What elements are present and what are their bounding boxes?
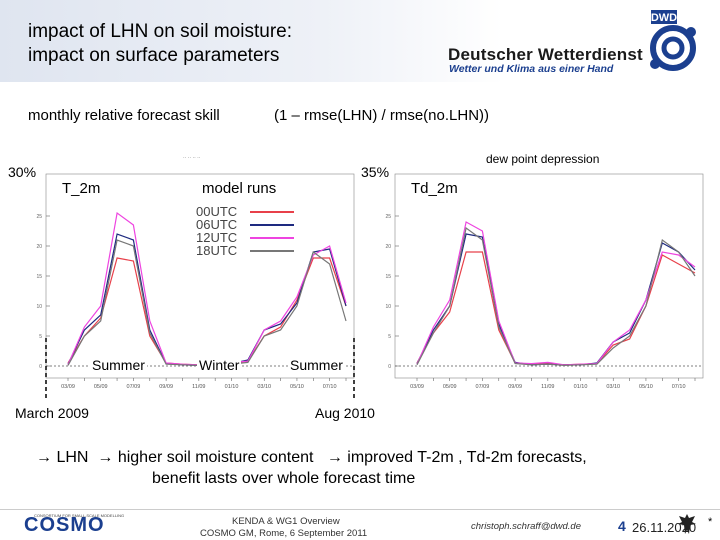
season-summer-2: Summer xyxy=(288,357,345,373)
x-tick-label: 03/10 xyxy=(257,384,271,390)
legend-item: 12UTC xyxy=(196,230,294,245)
legend-swatch xyxy=(250,210,294,213)
x-tick-label: 11/09 xyxy=(541,384,554,390)
legend-label: 12UTC xyxy=(196,230,238,245)
y-tick-label: 10 xyxy=(385,304,391,310)
x-tick-label: 03/10 xyxy=(606,384,620,390)
conclusion-line-2: benefit lasts over whole forecast time xyxy=(152,470,416,487)
conclusion-lhn: LHN xyxy=(56,449,89,466)
legend-label: 06UTC xyxy=(196,217,238,232)
season-summer-1: Summer xyxy=(90,357,147,373)
x-tick-label: 01/10 xyxy=(225,384,239,390)
x-tick-label: 05/09 xyxy=(443,384,457,390)
legend-item: 00UTC xyxy=(196,204,294,219)
x-tick-label: 01/10 xyxy=(574,384,588,390)
model-runs-label: model runs xyxy=(202,180,277,197)
header-band xyxy=(0,0,720,82)
arrow-icon: → xyxy=(97,449,114,466)
conclusion: → LHN → higher soil moisture content → i… xyxy=(36,447,587,489)
legend-label: 00UTC xyxy=(196,204,238,219)
legend-item: 18UTC xyxy=(196,243,294,258)
y-tick-label: 5 xyxy=(388,334,391,340)
y-tick-label: 10 xyxy=(36,304,42,310)
page-number: 4 xyxy=(618,518,626,534)
y-tick-label: 25 xyxy=(385,214,391,220)
footer-divider xyxy=(0,509,720,510)
footer-star: * xyxy=(708,516,713,528)
legend-swatch xyxy=(250,236,294,239)
legend: 00UTC 06UTC 12UTC 18UTC xyxy=(196,204,294,258)
x-tick-label: 05/10 xyxy=(290,384,304,390)
x-tick-label: 03/09 xyxy=(410,384,424,390)
right-percent-label: 35% xyxy=(361,164,390,180)
charts-svg: 0 5 10 15 20 25 03/09 05/09 07/09 09/09 11/09 01/10… xyxy=(36,173,704,400)
x-tick-label: 07/09 xyxy=(127,384,141,390)
x-tick-label: 07/10 xyxy=(323,384,337,390)
series-line-18utc xyxy=(416,226,696,367)
dwd-org-name: Deutscher Wetterdienst xyxy=(448,45,643,64)
td2m-label: Td_2m xyxy=(411,180,458,197)
x-tick-label: 03/09 xyxy=(61,384,75,390)
x-tick-label: 05/09 xyxy=(94,384,108,390)
footer-line-1: KENDA & WG1 Overview xyxy=(232,516,340,527)
y-tick-label: 25 xyxy=(36,214,42,220)
conclusion-line-1: → LHN → higher soil moisture content → i… xyxy=(36,447,587,468)
start-date-label: March 2009 xyxy=(15,405,89,421)
y-tick-label: 15 xyxy=(385,274,391,280)
legend-label: 18UTC xyxy=(196,243,238,258)
y-tick-label: 0 xyxy=(388,364,391,370)
series-line-06utc xyxy=(416,233,696,366)
y-tick-label: 20 xyxy=(36,244,42,250)
t2m-label: T_2m xyxy=(62,180,101,197)
series-line-18utc xyxy=(67,239,347,367)
x-tick-label: 11/09 xyxy=(192,384,205,390)
conclusion-soil: higher soil moisture content xyxy=(117,449,314,466)
conclusion-improved: improved T-2m , Td-2m forecasts, xyxy=(347,449,587,466)
y-tick-label: 15 xyxy=(36,274,42,280)
y-tick-label: 20 xyxy=(385,244,391,250)
x-tick-label: 09/09 xyxy=(508,384,522,390)
y-tick-label: 0 xyxy=(39,364,42,370)
arrow-icon: → xyxy=(36,449,52,466)
legend-swatch xyxy=(250,249,294,252)
end-date-label: Aug 2010 xyxy=(315,405,375,421)
left-percent-label: 30% xyxy=(8,164,37,180)
x-tick-label: 09/09 xyxy=(159,384,173,390)
season-winter: Winter xyxy=(197,357,242,373)
cosmo-logo: COSMO xyxy=(24,514,105,536)
x-tick-label: 05/10 xyxy=(639,384,653,390)
cosmo-small-text: CONSORTIUM FOR SMALL-SCALE MODELLING xyxy=(34,513,125,518)
title-line-2: impact on surface parameters xyxy=(28,45,280,66)
x-tick-label: 07/10 xyxy=(672,384,686,390)
legend-item: 06UTC xyxy=(196,217,294,232)
series-line-12utc xyxy=(416,221,696,366)
dew-point-label: dew point depression xyxy=(486,152,600,166)
skill-formula: (1 – rmse(LHN) / rmse(no.LHN)) xyxy=(274,107,490,124)
skill-label: monthly relative forecast skill xyxy=(28,107,220,124)
y-tick-label: 5 xyxy=(39,334,42,340)
title-line-1: impact of LHN on soil moisture: xyxy=(28,21,292,42)
page-title: impact of LHN on soil moisture: impact o… xyxy=(28,20,292,68)
footer-line-2: COSMO GM, Rome, 6 September 2011 xyxy=(200,528,368,539)
plot-frame xyxy=(394,173,704,379)
dwd-abbrev: DWD xyxy=(651,12,677,24)
eagle-icon xyxy=(678,514,696,534)
dwd-logo-icon: DWD xyxy=(650,10,696,71)
arrow-icon: → xyxy=(326,449,343,466)
footer-email[interactable]: christoph.schraff@dwd.de xyxy=(471,521,581,532)
chart-small-caption: ·· ·· ·· ·· xyxy=(183,155,201,161)
x-tick-label: 07/09 xyxy=(476,384,490,390)
dwd-tagline: Wetter und Klima aus einer Hand xyxy=(449,63,614,75)
legend-swatch xyxy=(250,223,294,226)
